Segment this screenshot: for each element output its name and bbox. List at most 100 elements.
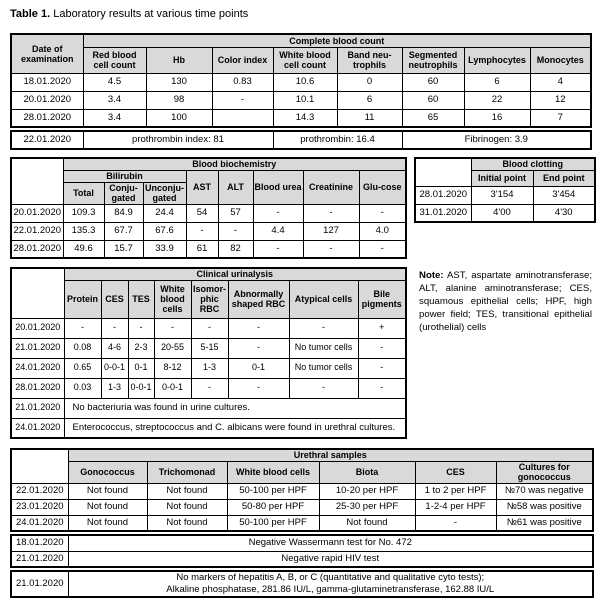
date-cell: 23.01.2020 <box>10 498 69 516</box>
data-cell: 3.4 <box>82 108 147 128</box>
date-cell: 28.01.2020 <box>414 185 472 205</box>
date-cell: 22.01.2020 <box>10 221 64 241</box>
date-cell: 21.01.2020 <box>10 397 65 419</box>
urethral-col-header: Biota <box>318 460 416 484</box>
biochem-col-header: Blood urea <box>252 169 304 205</box>
data-cell: 24.4 <box>142 203 187 223</box>
data-cell: 7 <box>529 108 592 128</box>
data-cell: - <box>227 337 290 359</box>
clotting-col-header: Initial point <box>470 169 534 187</box>
clotting-data-row: 31.01.2020 4'00 4'30 <box>414 203 596 223</box>
data-cell: - <box>414 514 497 532</box>
urinalysis-col-header: Isomor-phic RBC <box>190 279 229 319</box>
prothrombin-row-table: 22.01.2020 prothrombin index: 81 prothro… <box>10 130 592 150</box>
urethral-culture-text: Enterococcus, streptococcus and C. albic… <box>63 417 407 439</box>
note-line: squamous epithelial cells; HPF, high <box>419 296 592 307</box>
cbc-data-row: 18.01.2020 4.5 130 0.83 10.6 0 60 6 4 <box>10 72 592 92</box>
urethral-data-row: 23.01.2020 Not found Not found 50-80 per… <box>10 498 594 516</box>
data-cell: 98 <box>145 90 213 110</box>
data-cell: 54 <box>185 203 219 223</box>
table-caption-label: Table 1. <box>10 8 51 20</box>
data-cell: 49.6 <box>62 239 105 259</box>
date-cell: 28.01.2020 <box>10 108 84 128</box>
hiv-test-text: Negative rapid HIV test <box>67 550 594 568</box>
cbc-col-header: Color index <box>211 46 274 74</box>
data-cell: 109.3 <box>62 203 105 223</box>
blood-biochemistry-table: Blood biochemistry Bilirubin AST ALT Blo… <box>10 157 408 259</box>
urinalysis-header-row: Clinical urinalysis <box>10 267 407 319</box>
biochem-data-row: 22.01.2020 135.3 67.7 67.6 - - 4.4 127 4… <box>10 221 407 241</box>
biochem-col-header: Conju-gated <box>103 181 144 205</box>
data-cell: 0-1 <box>127 357 155 379</box>
data-cell: 135.3 <box>62 221 105 241</box>
data-cell: 8-12 <box>153 357 192 379</box>
bilirubin-group-header: Bilirubin <box>62 169 187 183</box>
cbc-date-header: Date of examination <box>10 33 84 74</box>
note-text: AST, aspartate aminotransferase; <box>443 270 592 281</box>
biochem-data-row: 20.01.2020 109.3 84.9 24.4 54 57 - - - <box>10 203 407 223</box>
data-cell: 0-0-1 <box>100 357 129 379</box>
data-cell: 12 <box>529 90 592 110</box>
biochemistry-clotting-row: Blood biochemistry Bilirubin AST ALT Blo… <box>10 157 597 259</box>
data-cell: - <box>211 90 274 110</box>
data-cell: 0.83 <box>211 72 274 92</box>
data-cell: 6 <box>336 90 403 110</box>
data-cell: Not found <box>67 514 148 532</box>
data-cell: 4 <box>529 72 592 92</box>
data-cell: 1-3 <box>190 357 229 379</box>
note-line: power field; TES, transitional epithelia… <box>419 309 592 320</box>
data-cell: 4-6 <box>100 337 129 359</box>
data-cell: 3'454 <box>532 185 596 205</box>
data-cell: 4.5 <box>82 72 147 92</box>
data-cell: 67.7 <box>103 221 144 241</box>
cbc-col-header: Segmented neutrophils <box>401 46 465 74</box>
corner-cell <box>10 448 69 484</box>
data-cell: + <box>357 317 407 339</box>
cbc-col-header: Band neu-trophils <box>336 46 403 74</box>
data-cell: 0 <box>336 72 403 92</box>
data-cell: 60 <box>401 72 465 92</box>
blood-clotting-table: Blood clotting Initial point End point 2… <box>414 157 597 223</box>
corner-cell <box>10 157 64 205</box>
data-cell: Not found <box>318 514 416 532</box>
cbc-col-header: Lymphocytes <box>463 46 531 74</box>
urethral-data-row: 24.01.2020 Not found Not found 50-100 pe… <box>10 514 594 532</box>
urethral-col-header: CES <box>414 460 497 484</box>
urinalysis-col-header: Bile pigments <box>357 279 407 319</box>
data-cell: 0.03 <box>63 377 102 399</box>
urinalysis-data-row: 28.01.2020 0.03 1-3 0-0-1 0-0-1 - - - - <box>10 377 407 399</box>
hepatitis-line-2: Alkaline phosphatase, 281.86 IU/L, gamma… <box>166 584 495 595</box>
clotting-group-header: Blood clotting <box>470 157 596 171</box>
data-cell: - <box>357 357 407 379</box>
data-cell: №58 was positive <box>495 498 594 516</box>
data-cell: 4'00 <box>470 203 534 223</box>
fibrinogen-cell: Fibrinogen: 3.9 <box>401 130 592 150</box>
date-cell: 20.01.2020 <box>10 90 84 110</box>
data-cell: - <box>302 203 360 223</box>
blood-clotting-wrap: Blood clotting Initial point End point 2… <box>414 157 597 223</box>
urethral-col-header: White blood cells <box>226 460 320 484</box>
data-cell: 67.6 <box>142 221 187 241</box>
clinical-urinalysis-table: Clinical urinalysis Protein CES TES Whit… <box>10 267 408 439</box>
date-cell: 20.01.2020 <box>10 317 65 339</box>
urine-culture-row: 21.01.2020 No bacteriuria was found in u… <box>10 397 407 419</box>
urinalysis-data-row: 21.01.2020 0.08 4-6 2-3 20-55 5-15 - No … <box>10 337 407 359</box>
data-cell: 33.9 <box>142 239 187 259</box>
biochem-group-header: Blood biochemistry <box>62 157 407 171</box>
data-cell: - <box>288 377 359 399</box>
urinalysis-col-header: Abnormally shaped RBC <box>227 279 290 319</box>
bilirubin-header-row: Bilirubin AST ALT Blood urea Creatinine … <box>11 169 407 205</box>
data-cell: No tumor cells <box>288 337 359 359</box>
cbc-data-row: 20.01.2020 3.4 98 - 10.1 6 60 22 12 <box>10 90 592 110</box>
urethral-culture-row: 24.01.2020 Enterococcus, streptococcus a… <box>10 417 407 439</box>
cbc-header-row: Date of examination Complete blood count <box>10 33 592 74</box>
table-caption-text: Laboratory results at various time point… <box>50 8 249 20</box>
data-cell: №61 was positive <box>495 514 594 532</box>
data-cell: 82 <box>217 239 254 259</box>
data-cell: Not found <box>67 482 148 500</box>
cbc-col-header: White blood cell count <box>272 46 338 74</box>
data-cell: 15.7 <box>103 239 144 259</box>
prothrombin-row: 22.01.2020 prothrombin index: 81 prothro… <box>10 130 592 150</box>
urethral-group-header: Urethral samples <box>67 448 594 462</box>
